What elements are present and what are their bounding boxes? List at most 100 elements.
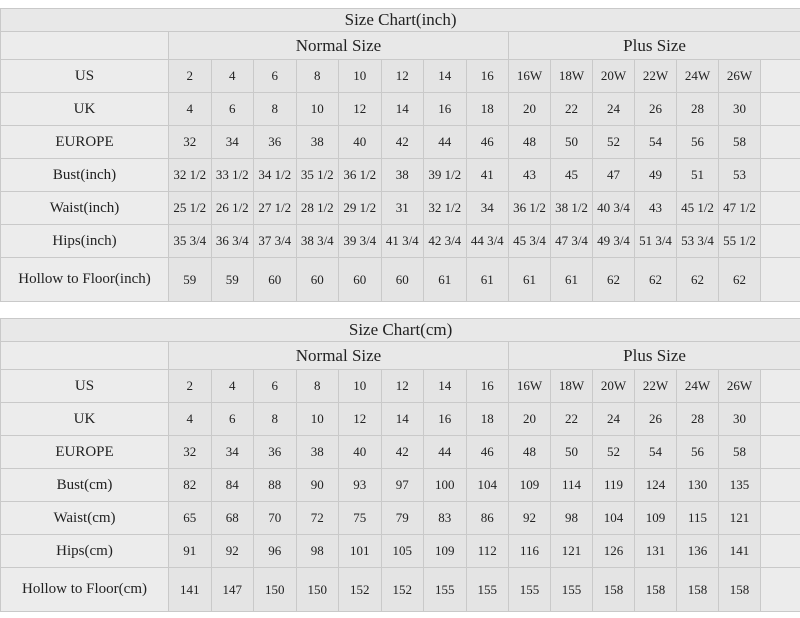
size-cell: 141 (168, 567, 212, 612)
size-cell: 16W (508, 59, 551, 93)
row-label: Bust(inch) (0, 158, 169, 192)
size-cell: 34 (465, 191, 509, 225)
size-cell: 49 (634, 158, 677, 192)
row-label: Hollow to Floor(cm) (0, 567, 169, 612)
group-header-normal: Normal Size (168, 341, 509, 370)
size-cell: 16 (465, 59, 509, 93)
size-cell: 2 (168, 59, 212, 93)
size-cell: 40 3/4 (592, 191, 635, 225)
size-cell: 92 (508, 501, 551, 535)
size-cell: 10 (295, 92, 339, 126)
size-cell: 51 3/4 (634, 224, 677, 258)
size-cell: 25 1/2 (168, 191, 212, 225)
size-cell: 88 (253, 468, 297, 502)
table-row: EUROPE 32 34 36 38 40 42 44 46 48 50 52 54 56 58 (0, 125, 800, 159)
row-label: Hips(cm) (0, 534, 169, 568)
table-row: US 2 4 6 8 10 12 14 16 16W 18W 20W 22W 24W 26W (0, 59, 800, 93)
blank-cell (0, 31, 169, 60)
size-cell: 97 (380, 468, 424, 502)
size-cell: 44 (423, 125, 467, 159)
size-cell: 65 (168, 501, 212, 535)
row-label: Bust(cm) (0, 468, 169, 502)
size-cell: 60 (253, 257, 297, 302)
size-cell: 39 3/4 (338, 224, 382, 258)
table-row: UK 4 6 8 10 12 14 16 18 20 22 24 26 28 30 (0, 402, 800, 436)
size-cell: 126 (592, 534, 635, 568)
size-cell: 40 (338, 125, 382, 159)
size-cell: 36 3/4 (210, 224, 254, 258)
table-row: Hollow to Floor(inch) 59 59 60 60 60 60 61 61 61 6… (0, 257, 800, 302)
group-header-normal: Normal Size (168, 31, 509, 60)
size-cell: 39 1/2 (423, 158, 467, 192)
size-cell: 155 (508, 567, 551, 612)
size-cell: 14 (423, 59, 467, 93)
size-cell: 2 (168, 369, 212, 403)
size-cell: 119 (592, 468, 635, 502)
size-cell: 12 (338, 402, 382, 436)
size-cell: 32 1/2 (423, 191, 467, 225)
size-cell: 41 (465, 158, 509, 192)
table-row: Hips(cm) 91 92 96 98 101 105 109 112 116 121 126 131… (0, 534, 800, 568)
size-cell: 50 (550, 435, 593, 469)
size-cell: 158 (634, 567, 677, 612)
size-cell: 83 (423, 501, 467, 535)
size-cell: 91 (168, 534, 212, 568)
size-cell: 14 (380, 92, 424, 126)
size-cell: 104 (465, 468, 509, 502)
size-cell: 16 (465, 369, 509, 403)
size-cell: 41 3/4 (380, 224, 424, 258)
size-cell: 36 1/2 (338, 158, 382, 192)
size-cell: 101 (338, 534, 382, 568)
blank-cell (759, 158, 800, 192)
size-cell: 24 (592, 92, 635, 126)
size-cell: 115 (676, 501, 719, 535)
row-label: EUROPE (0, 125, 169, 159)
blank-cell (759, 369, 800, 403)
size-cell: 24W (676, 369, 719, 403)
size-cell: 150 (295, 567, 339, 612)
size-cell: 53 3/4 (676, 224, 719, 258)
size-cell: 45 (550, 158, 593, 192)
size-cell: 6 (210, 92, 254, 126)
size-cell: 34 (210, 125, 254, 159)
size-cell: 62 (718, 257, 761, 302)
size-cell: 34 1/2 (253, 158, 297, 192)
size-cell: 90 (295, 468, 339, 502)
blank-cell (759, 468, 800, 502)
size-cell: 109 (508, 468, 551, 502)
size-cell: 32 (168, 125, 212, 159)
size-cell: 61 (508, 257, 551, 302)
size-cell: 105 (380, 534, 424, 568)
size-cell: 14 (423, 369, 467, 403)
size-cell: 20W (592, 59, 635, 93)
size-cell: 59 (210, 257, 254, 302)
size-cell: 12 (380, 369, 424, 403)
size-cell: 72 (295, 501, 339, 535)
size-cell: 48 (508, 435, 551, 469)
size-cell: 18W (550, 59, 593, 93)
size-cell: 20 (508, 402, 551, 436)
row-label: Hollow to Floor(inch) (0, 257, 169, 302)
size-cell: 10 (338, 59, 382, 93)
size-cell: 48 (508, 125, 551, 159)
size-cell: 30 (718, 402, 761, 436)
size-cell: 155 (465, 567, 509, 612)
size-cell: 18W (550, 369, 593, 403)
size-cell: 135 (718, 468, 761, 502)
size-cell: 16 (423, 92, 467, 126)
size-cell: 44 (423, 435, 467, 469)
size-cell: 44 3/4 (465, 224, 509, 258)
size-cell: 34 (210, 435, 254, 469)
size-cell: 136 (676, 534, 719, 568)
size-cell: 32 1/2 (168, 158, 212, 192)
size-cell: 58 (718, 125, 761, 159)
size-cell: 147 (210, 567, 254, 612)
size-cell: 158 (676, 567, 719, 612)
size-cell: 109 (423, 534, 467, 568)
blank-cell (759, 92, 800, 126)
size-cell: 150 (253, 567, 297, 612)
table-row: Bust(inch) 32 1/2 33 1/2 34 1/2 35 1/2 36 1/2… (0, 158, 800, 192)
size-cell: 61 (423, 257, 467, 302)
row-label: US (0, 59, 169, 93)
size-cell: 6 (253, 369, 297, 403)
